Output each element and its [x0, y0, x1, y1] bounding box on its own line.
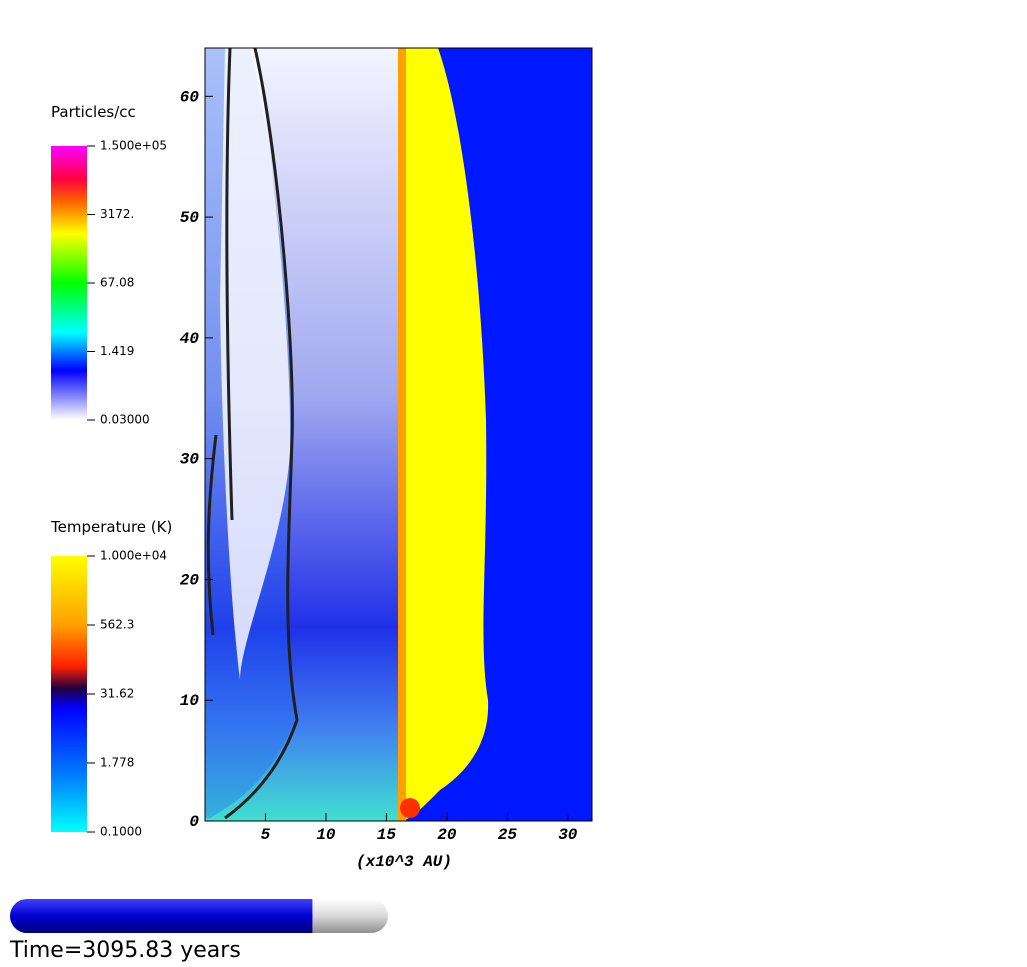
- legend-label: 1.419: [100, 344, 134, 358]
- legend-label: 1.500e+05: [100, 139, 167, 153]
- y-tick-label: 50: [180, 209, 200, 227]
- x-axis-label: (x10^3 AU): [356, 853, 452, 871]
- x-tick-label: 30: [558, 826, 578, 844]
- x-tick-label: 20: [437, 826, 457, 844]
- legend-label: 3172.: [100, 207, 134, 221]
- x-tick-label: 25: [498, 826, 518, 844]
- legend-title: Particles/cc: [51, 103, 136, 121]
- legend-label: 1.000e+04: [100, 549, 167, 563]
- legend-label: 67.08: [100, 276, 134, 290]
- colorbar: [51, 146, 87, 420]
- x-tick-label: 10: [316, 826, 336, 844]
- colorbar: [51, 556, 87, 832]
- x-tick-label: 5: [261, 826, 271, 844]
- y-tick-label: 20: [180, 571, 200, 589]
- legend-label: 0.03000: [100, 413, 150, 427]
- progress-fill-edge: [295, 899, 313, 933]
- x-tick-label: 15: [377, 826, 397, 844]
- plot-frame: [204, 47, 593, 822]
- time-label: Time=3095.83 years: [9, 938, 241, 963]
- legend-title: Temperature (K): [50, 518, 172, 536]
- y-tick-label: 30: [180, 451, 200, 469]
- y-tick-label: 0: [189, 813, 199, 831]
- y-tick-label: 10: [180, 692, 200, 710]
- progress-fill: [10, 899, 313, 933]
- legend-label: 562.3: [100, 618, 134, 632]
- legend-label: 0.1000: [100, 825, 142, 839]
- y-tick-label: 40: [180, 330, 200, 348]
- legend-label: 31.62: [100, 687, 134, 701]
- field: [205, 47, 592, 821]
- y-tick-label: 60: [180, 88, 200, 106]
- legend-label: 1.778: [100, 756, 134, 770]
